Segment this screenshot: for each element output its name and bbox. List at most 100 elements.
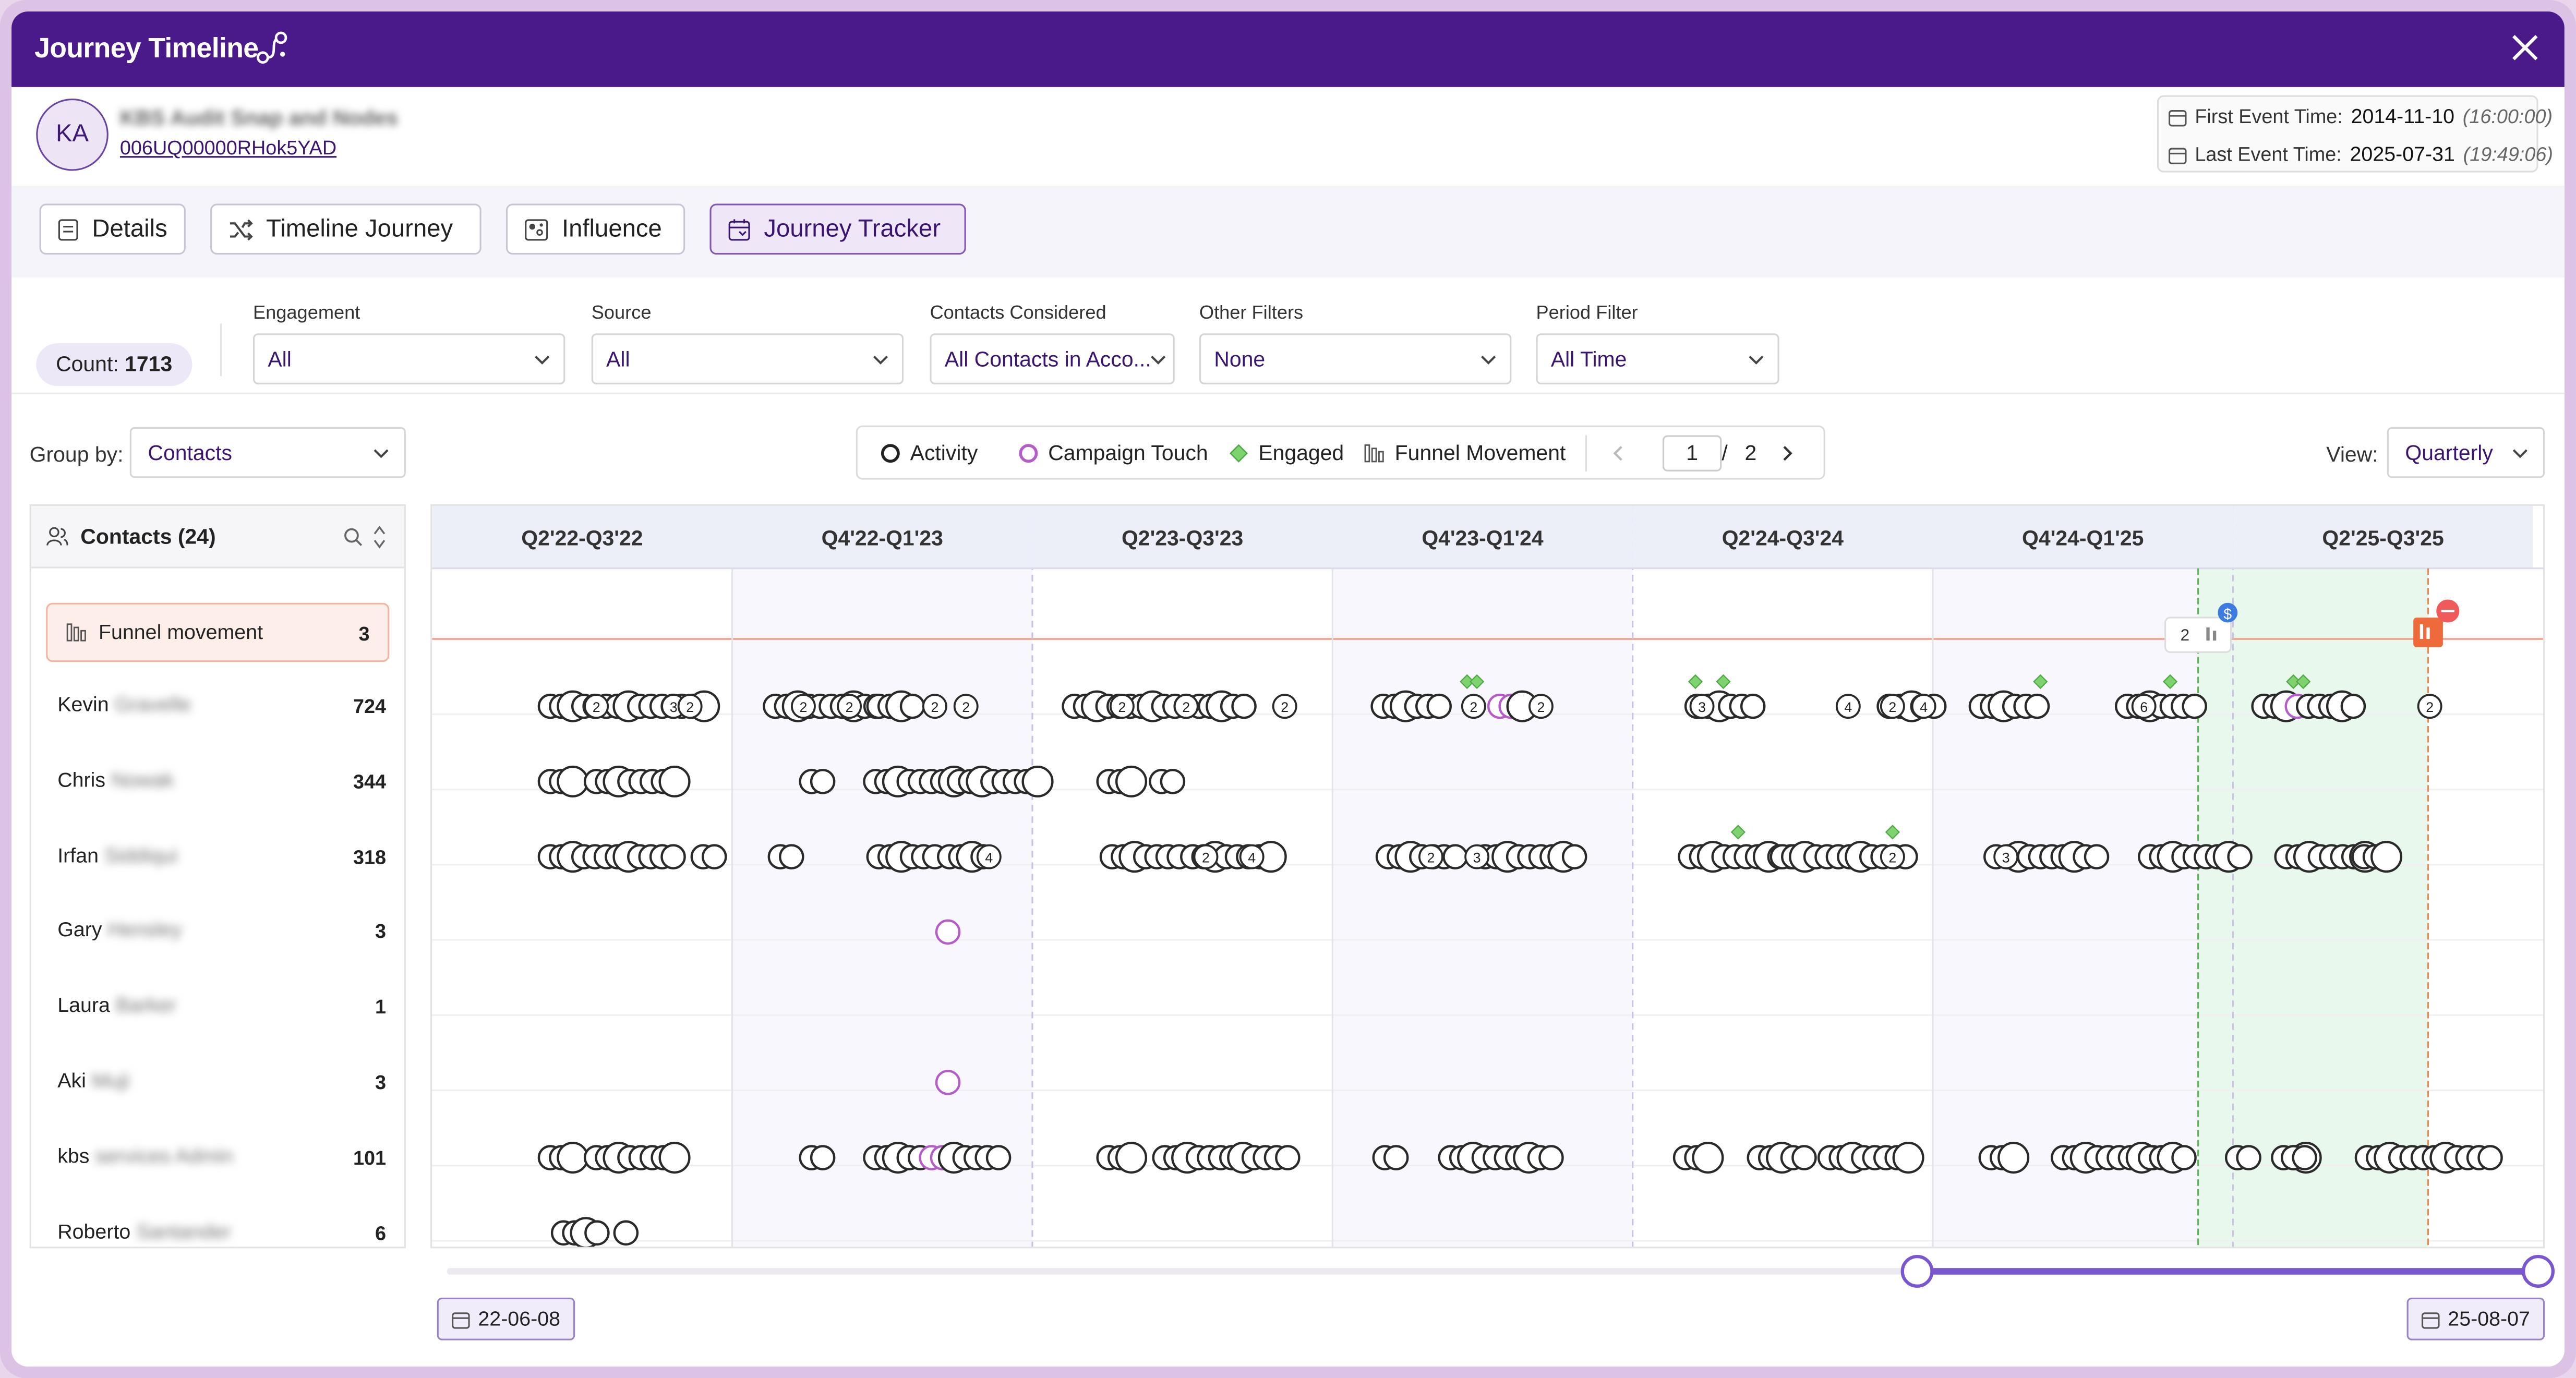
- engaged-marker: [1730, 825, 1746, 840]
- contact-name: Kevin Gravelle: [57, 693, 191, 716]
- activity-marker: [1740, 693, 1766, 719]
- activity-count-label: 3: [670, 699, 678, 715]
- funnel-movement-label: Funnel movement: [98, 621, 263, 644]
- tab-influence[interactable]: Influence: [505, 203, 685, 255]
- range-start-date[interactable]: 22-06-08: [437, 1297, 575, 1340]
- activity-count-marker: [791, 694, 816, 719]
- activity-marker: [1383, 1145, 1409, 1170]
- legend-funnel-movement[interactable]: Funnel Movement: [1364, 440, 1566, 465]
- quarter-header: Q2'24-Q3'24: [1722, 526, 1844, 550]
- sort-icon[interactable]: [373, 526, 386, 549]
- last-event-label: Last Event Time:: [2195, 142, 2342, 166]
- chevron-down-icon: [1481, 355, 1496, 365]
- activity-marker: [1275, 1145, 1301, 1170]
- tab-label: Influence: [562, 215, 662, 244]
- users-icon: [46, 527, 68, 546]
- quarter-header-bg: [732, 505, 1032, 569]
- activity-count-label: 4: [1844, 699, 1852, 715]
- contact-row[interactable]: Kevin Gravelle 724: [57, 690, 386, 723]
- quarter-column-shade: [1933, 568, 2233, 1247]
- activity-count-marker: [1993, 844, 2019, 869]
- activity-count-label: 2: [1118, 699, 1126, 715]
- contact-name: Chris Nowak: [57, 768, 174, 791]
- event-time-box: First Event Time: 2014-11-10 (16:00:00) …: [2157, 95, 2553, 173]
- activity-count-marker: [1461, 694, 1486, 719]
- legend-funnel-label: Funnel Movement: [1394, 440, 1566, 465]
- first-event-label: First Event Time:: [2195, 105, 2343, 128]
- tab-details[interactable]: Details: [39, 203, 186, 255]
- search-icon[interactable]: [343, 527, 363, 547]
- chevron-down-icon: [535, 355, 550, 365]
- contacts-considered-select[interactable]: All Contacts in Acco...: [930, 333, 1175, 384]
- contact-row[interactable]: Gary Hensley 3: [57, 915, 386, 948]
- tab-bar: Details Timeline Journey Influence Journ…: [11, 185, 2565, 278]
- quarter-header-bg: [1032, 505, 1333, 569]
- group-by-label: Group by:: [29, 442, 124, 467]
- range-end-handle[interactable]: [2522, 1254, 2555, 1288]
- activity-count-label: 2: [931, 699, 938, 715]
- view-select[interactable]: Quarterly: [2387, 427, 2545, 478]
- activity-count-label: 4: [1920, 699, 1928, 715]
- activity-count-marker: [1689, 694, 1715, 719]
- tab-timeline-journey[interactable]: Timeline Journey: [210, 203, 482, 255]
- legend-campaign-touch[interactable]: Campaign Touch: [1019, 440, 1208, 465]
- funnel-movement-row[interactable]: Funnel movement 3: [46, 602, 390, 662]
- chevron-left-icon[interactable]: [1611, 445, 1624, 461]
- activity-count-label: 2: [1888, 850, 1896, 866]
- quarter-header: Q2'23-Q3'23: [1122, 526, 1243, 550]
- activity-count-label: 3: [1698, 699, 1706, 715]
- activity-count-label: 2: [962, 699, 970, 715]
- source-select[interactable]: All: [591, 333, 904, 384]
- engaged-marker: [2286, 674, 2301, 690]
- legend-activity[interactable]: Activity: [881, 440, 978, 465]
- chevron-right-icon[interactable]: [1781, 445, 1794, 461]
- quarter-header: Q4'23-Q1'24: [1422, 526, 1544, 550]
- activity-count-label: 2: [846, 699, 853, 715]
- contact-row[interactable]: Roberto Santander 6: [57, 1216, 387, 1247]
- contact-row[interactable]: Aki Muji 3: [57, 1066, 386, 1099]
- contact-row[interactable]: Irfan Siddiqui 318: [57, 840, 386, 873]
- funnel-movement-count: 3: [358, 622, 370, 646]
- activity-count-label: 2: [1281, 699, 1289, 715]
- tab-journey-tracker[interactable]: Journey Tracker: [709, 203, 966, 255]
- period-filter-select[interactable]: All Time: [1536, 333, 1779, 384]
- title-bar: Journey Timeline: [11, 11, 2565, 87]
- account-id-link[interactable]: 006UQ00000RHok5YAD: [119, 136, 337, 160]
- engagement-select[interactable]: All: [252, 333, 565, 384]
- contact-name: Gary Hensley: [57, 919, 182, 942]
- activity-count-marker: [1272, 694, 1297, 719]
- contact-count: 318: [353, 845, 387, 868]
- activity-count-marker: [1239, 844, 1265, 869]
- activity-count-label: 2: [1470, 699, 1477, 715]
- contact-last-name: Gravelle: [114, 693, 191, 717]
- activity-marker: [810, 769, 836, 794]
- other-filters-select[interactable]: None: [1199, 333, 1512, 384]
- tab-label: Details: [92, 215, 167, 244]
- legend-campaign-label: Campaign Touch: [1048, 440, 1208, 465]
- contact-row[interactable]: Laura Barker 1: [57, 991, 386, 1024]
- divider: [220, 323, 222, 377]
- tab-label: Journey Tracker: [764, 215, 941, 244]
- activity-count-label: 2: [593, 699, 600, 715]
- range-start-label: 22-06-08: [478, 1307, 561, 1331]
- page-input[interactable]: 1: [1662, 435, 1722, 472]
- contact-last-name: Muji: [91, 1069, 130, 1093]
- engaged-marker: [1885, 825, 1900, 840]
- group-by-select[interactable]: Contacts: [129, 427, 406, 478]
- chevron-down-icon: [1151, 355, 1166, 365]
- contact-row[interactable]: Chris Nowak 344: [57, 765, 386, 798]
- range-end-date[interactable]: 25-08-07: [2406, 1297, 2545, 1340]
- close-icon[interactable]: [2509, 31, 2542, 64]
- activity-count-label: 2: [1182, 699, 1190, 715]
- activity-marker: [2340, 693, 2366, 719]
- range-start-handle[interactable]: [1900, 1254, 1934, 1288]
- contact-row[interactable]: kbs services Admin 101: [57, 1141, 386, 1174]
- activity-count-label: 2: [686, 699, 694, 715]
- date-range-slider[interactable]: [447, 1254, 2555, 1288]
- contact-count: 6: [375, 1221, 387, 1244]
- other-filters-label: Other Filters: [1199, 304, 1304, 324]
- legend-engaged[interactable]: Engaged: [1229, 440, 1344, 465]
- quarter-header-bg: [2233, 505, 2533, 569]
- last-event-row: Last Event Time: 2025-07-31 (19:49:06): [2168, 136, 2553, 172]
- activity-marker: [702, 844, 727, 869]
